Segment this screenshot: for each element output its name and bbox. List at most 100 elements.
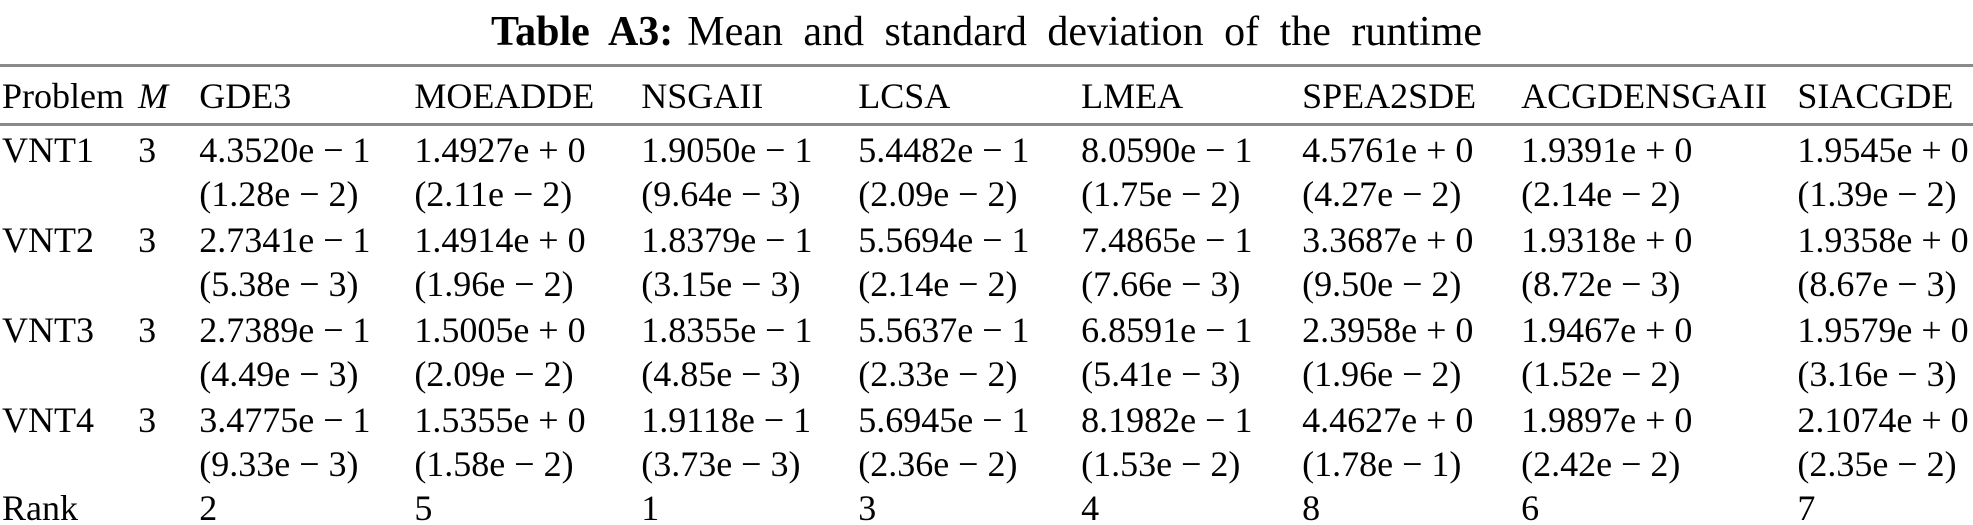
results-table: Problem M GDE3 MOEADDE NSGAII LCSA LMEA … (0, 64, 1973, 525)
std-value: (9.33e − 3) (199, 444, 359, 484)
mean-value: 1.9467e + 0 (1521, 310, 1693, 350)
mean-value: 2.1074e + 0 (1797, 400, 1969, 440)
mean-value: 5.5694e − 1 (858, 220, 1030, 260)
rank-value: 4 (1081, 488, 1100, 525)
std-value: (1.53e − 2) (1081, 444, 1241, 484)
value-cell: 1.4914e + 0 (1.96e − 2) (414, 216, 641, 306)
m-cell: 3 (138, 400, 157, 440)
value-cell: 2.7389e − 1 (4.49e − 3) (199, 306, 414, 396)
m-cell: 3 (138, 130, 157, 170)
mean-value: 8.0590e − 1 (1081, 130, 1253, 170)
std-value: (4.49e − 3) (199, 354, 359, 394)
std-value: (2.33e − 2) (858, 354, 1018, 394)
rank-value: 7 (1797, 488, 1816, 525)
mean-value: 1.8379e − 1 (641, 220, 813, 260)
value-cell: 1.8379e − 1 (3.15e − 3) (641, 216, 858, 306)
value-cell: 1.9391e + 0 (2.14e − 2) (1521, 125, 1797, 217)
mean-value: 2.3958e + 0 (1302, 310, 1474, 350)
mean-value: 6.8591e − 1 (1081, 310, 1253, 350)
value-cell: 7.4865e − 1 (7.66e − 3) (1081, 216, 1302, 306)
std-value: (3.15e − 3) (641, 264, 801, 304)
col-header-moeadde: MOEADDE (414, 76, 595, 116)
std-value: (1.96e − 2) (414, 264, 574, 304)
value-cell: 1.5355e + 0 (1.58e − 2) (414, 396, 641, 486)
value-cell: 2.3958e + 0 (1.96e − 2) (1302, 306, 1521, 396)
mean-value: 3.4775e − 1 (199, 400, 371, 440)
std-value: (9.64e − 3) (641, 174, 801, 214)
std-value: (5.41e − 3) (1081, 354, 1241, 394)
std-value: (3.73e − 3) (641, 444, 801, 484)
mean-value: 1.4927e + 0 (414, 130, 586, 170)
table-caption: Table A3: Mean and standard deviation of … (0, 0, 1973, 64)
table-caption-text: Mean and standard deviation of the runti… (687, 9, 1483, 55)
mean-value: 1.4914e + 0 (414, 220, 586, 260)
mean-value: 1.5005e + 0 (414, 310, 586, 350)
mean-value: 1.5355e + 0 (414, 400, 586, 440)
rank-empty-cell (138, 486, 199, 525)
mean-value: 7.4865e − 1 (1081, 220, 1253, 260)
std-value: (2.14e − 2) (858, 264, 1018, 304)
mean-value: 3.3687e + 0 (1302, 220, 1474, 260)
std-value: (7.66e − 3) (1081, 264, 1241, 304)
mean-value: 1.8355e − 1 (641, 310, 813, 350)
value-cell: 1.4927e + 0 (2.11e − 2) (414, 125, 641, 217)
rank-value: 1 (641, 488, 660, 525)
value-cell: 8.1982e − 1 (1.53e − 2) (1081, 396, 1302, 486)
value-cell: 3.3687e + 0 (9.50e − 2) (1302, 216, 1521, 306)
std-value: (2.09e − 2) (414, 354, 574, 394)
problem-cell: VNT4 (2, 400, 94, 440)
value-cell: 5.4482e − 1 (2.09e − 2) (858, 125, 1081, 217)
col-header-lcsa: LCSA (858, 76, 951, 116)
mean-value: 1.9358e + 0 (1797, 220, 1969, 260)
value-cell: 1.9118e − 1 (3.73e − 3) (641, 396, 858, 486)
value-cell: 1.9358e + 0 (8.67e − 3) (1797, 216, 1973, 306)
mean-value: 8.1982e − 1 (1081, 400, 1253, 440)
value-cell: 1.9579e + 0 (3.16e − 3) (1797, 306, 1973, 396)
mean-value: 2.7389e − 1 (199, 310, 371, 350)
std-value: (2.42e − 2) (1521, 444, 1681, 484)
col-header-nsgaii: NSGAII (641, 76, 764, 116)
rank-value: 3 (858, 488, 877, 525)
value-cell: 1.9467e + 0 (1.52e − 2) (1521, 306, 1797, 396)
rank-value: 6 (1521, 488, 1540, 525)
std-value: (4.85e − 3) (641, 354, 801, 394)
value-cell: 6.8591e − 1 (5.41e − 3) (1081, 306, 1302, 396)
value-cell: 4.4627e + 0 (1.78e − 1) (1302, 396, 1521, 486)
col-header-m: M (138, 76, 169, 116)
std-value: (1.39e − 2) (1797, 174, 1957, 214)
std-value: (2.11e − 2) (414, 174, 573, 214)
col-header-problem: Problem (2, 76, 124, 116)
col-header-spea2sde: SPEA2SDE (1302, 76, 1477, 116)
std-value: (1.28e − 2) (199, 174, 359, 214)
mean-value: 1.9545e + 0 (1797, 130, 1969, 170)
mean-value: 4.4627e + 0 (1302, 400, 1474, 440)
value-cell: 5.5694e − 1 (2.14e − 2) (858, 216, 1081, 306)
mean-value: 4.5761e + 0 (1302, 130, 1474, 170)
std-value: (4.27e − 2) (1302, 174, 1462, 214)
rank-value: 8 (1302, 488, 1321, 525)
table-row-vnt2: VNT2 3 2.7341e − 1 (5.38e − 3) 1.4914e +… (0, 216, 1973, 306)
std-value: (1.58e − 2) (414, 444, 574, 484)
value-cell: 2.7341e − 1 (5.38e − 3) (199, 216, 414, 306)
table-row-vnt3: VNT3 3 2.7389e − 1 (4.49e − 3) 1.5005e +… (0, 306, 1973, 396)
value-cell: 1.9318e + 0 (8.72e − 3) (1521, 216, 1797, 306)
m-cell: 3 (138, 310, 157, 350)
mean-value: 1.9579e + 0 (1797, 310, 1969, 350)
value-cell: 1.8355e − 1 (4.85e − 3) (641, 306, 858, 396)
col-header-acgdensgaii: ACGDENSGAII (1521, 76, 1768, 116)
std-value: (1.52e − 2) (1521, 354, 1681, 394)
std-value: (1.96e − 2) (1302, 354, 1462, 394)
value-cell: 3.4775e − 1 (9.33e − 3) (199, 396, 414, 486)
mean-value: 2.7341e − 1 (199, 220, 371, 260)
mean-value: 1.9050e − 1 (641, 130, 813, 170)
mean-value: 4.3520e − 1 (199, 130, 371, 170)
mean-value: 5.4482e − 1 (858, 130, 1030, 170)
value-cell: 1.9545e + 0 (1.39e − 2) (1797, 125, 1973, 217)
mean-value: 1.9318e + 0 (1521, 220, 1693, 260)
problem-cell: VNT1 (2, 130, 94, 170)
mean-value: 5.6945e − 1 (858, 400, 1030, 440)
table-caption-label: Table A3: (490, 9, 674, 55)
mean-value: 1.9897e + 0 (1521, 400, 1693, 440)
mean-value: 5.5637e − 1 (858, 310, 1030, 350)
